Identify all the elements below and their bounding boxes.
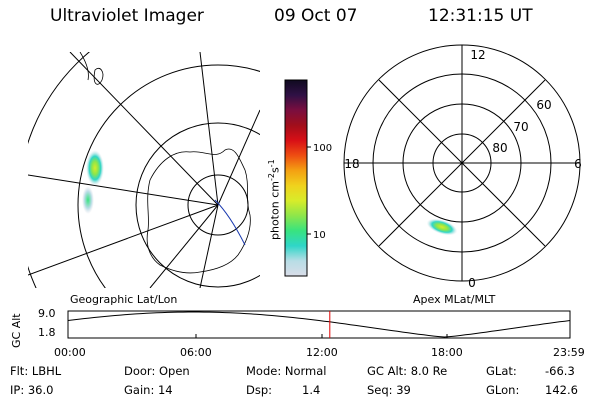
x-tick-0000: 00:00	[54, 346, 86, 359]
colorbar-scale	[284, 79, 308, 277]
mlt-label-0: 0	[468, 276, 476, 290]
colorbar: 100 10	[284, 79, 332, 277]
meridian	[69, 52, 219, 206]
mlt-diagonal	[378, 79, 546, 247]
colorbar-tick-100: 100	[313, 143, 332, 154]
door-status: Door: Open	[124, 364, 190, 378]
x-tick-1200: 12:00	[306, 346, 338, 359]
mlt-label-6: 6	[574, 157, 582, 171]
aurora-emission	[426, 218, 458, 236]
glon-label: GLon:	[486, 383, 520, 397]
x-tick-1800: 18:00	[431, 346, 463, 359]
lat-circle	[77, 64, 260, 288]
colorbar-tick-10: 10	[313, 230, 326, 241]
mlt-label-12: 12	[470, 48, 485, 62]
glat-label: GLat:	[486, 364, 517, 378]
meridian	[149, 204, 219, 288]
right-panel-title: Apex MLat/MLT	[413, 293, 496, 306]
left-panel-title: Geographic Lat/Lon	[70, 293, 178, 306]
aurora-emission	[82, 186, 94, 214]
magnetic-footprint	[214, 199, 246, 246]
coastline	[79, 52, 89, 81]
mlt-label-18: 18	[344, 157, 359, 171]
meridian	[199, 52, 219, 206]
x-tick-2359: 23:59	[553, 346, 585, 359]
meridian	[28, 174, 219, 206]
lat-label-80: 80	[492, 141, 507, 155]
lat-label-70: 70	[513, 120, 528, 134]
glon-value: 142.6	[545, 383, 578, 397]
flight-filter: Flt: LBHL	[10, 364, 62, 378]
coastline	[93, 67, 104, 85]
meridian	[28, 204, 219, 276]
date-label: 09 Oct 07	[274, 6, 358, 26]
time-label: 12:31:15 UT	[428, 6, 533, 26]
altitude-y-top: 9.0	[38, 307, 56, 320]
glat-value: -66.3	[545, 364, 575, 378]
instrument-title: Ultraviolet Imager	[50, 6, 204, 26]
altitude-plot-frame	[67, 310, 571, 339]
altitude-curve	[67, 311, 571, 338]
dsp-label: Dsp:	[246, 383, 273, 397]
coastline	[146, 148, 251, 274]
lat-label-60: 60	[536, 98, 551, 112]
gc-altitude: GC Alt: 8.0 Re	[367, 364, 448, 378]
mode-value: Mode: Normal	[246, 364, 327, 378]
x-tick-0600: 06:00	[180, 346, 212, 359]
aurora-emission	[86, 150, 104, 186]
ip-value: IP: 36.0	[10, 383, 54, 397]
lat-circle	[135, 122, 260, 288]
sequence-number: Seq: 39	[367, 383, 411, 397]
altitude-ylabel: GC Alt	[10, 313, 23, 348]
gain-value: Gain: 14	[124, 383, 173, 397]
altitude-y-bottom: 1.8	[38, 326, 56, 339]
meridian	[199, 204, 219, 288]
dsp-value: 1.4	[302, 383, 321, 397]
